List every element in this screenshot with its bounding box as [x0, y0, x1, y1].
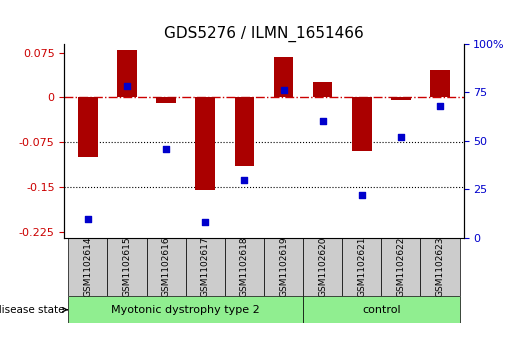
FancyBboxPatch shape	[225, 238, 264, 296]
Point	[357, 192, 366, 198]
Text: control: control	[362, 305, 401, 315]
FancyBboxPatch shape	[303, 238, 342, 296]
Point	[279, 87, 287, 93]
Point	[436, 103, 444, 109]
Bar	[313, 82, 332, 97]
Bar	[117, 49, 137, 97]
FancyBboxPatch shape	[342, 238, 381, 296]
FancyBboxPatch shape	[186, 238, 225, 296]
FancyBboxPatch shape	[264, 238, 303, 296]
Text: GSM1102620: GSM1102620	[318, 237, 327, 297]
FancyBboxPatch shape	[68, 238, 108, 296]
FancyBboxPatch shape	[381, 238, 420, 296]
Bar	[391, 97, 410, 101]
Text: GSM1102619: GSM1102619	[279, 237, 288, 298]
Bar	[235, 97, 254, 166]
Bar	[430, 70, 450, 97]
Bar	[78, 97, 98, 157]
Text: GSM1102615: GSM1102615	[123, 237, 131, 298]
Bar	[196, 97, 215, 190]
Text: GSM1102623: GSM1102623	[436, 237, 444, 297]
Bar	[352, 97, 371, 151]
Text: GSM1102614: GSM1102614	[83, 237, 92, 297]
Point	[241, 177, 249, 183]
Text: GSM1102621: GSM1102621	[357, 237, 366, 297]
FancyBboxPatch shape	[108, 238, 147, 296]
FancyBboxPatch shape	[420, 238, 459, 296]
Text: GSM1102617: GSM1102617	[201, 237, 210, 298]
Text: GSM1102616: GSM1102616	[162, 237, 170, 298]
Text: Myotonic dystrophy type 2: Myotonic dystrophy type 2	[111, 305, 260, 315]
Text: GSM1102618: GSM1102618	[240, 237, 249, 298]
Text: disease state: disease state	[0, 305, 67, 315]
FancyBboxPatch shape	[303, 296, 459, 323]
Point	[123, 83, 131, 89]
Point	[162, 146, 170, 151]
FancyBboxPatch shape	[68, 296, 303, 323]
Bar	[157, 97, 176, 103]
Bar	[273, 57, 293, 97]
Point	[201, 220, 210, 225]
Point	[84, 216, 92, 221]
Point	[397, 134, 405, 140]
Point	[318, 118, 327, 124]
FancyBboxPatch shape	[147, 238, 186, 296]
Text: GSM1102622: GSM1102622	[397, 237, 405, 297]
Title: GDS5276 / ILMN_1651466: GDS5276 / ILMN_1651466	[164, 26, 364, 42]
